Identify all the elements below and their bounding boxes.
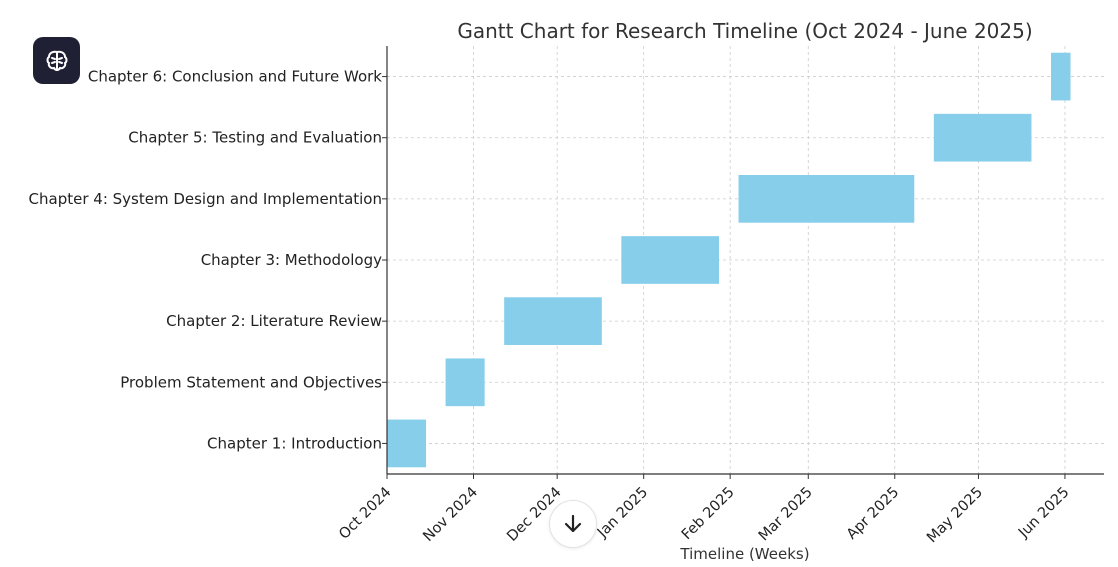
x-tick-label: Apr 2025 bbox=[844, 484, 902, 542]
y-tick-label: Problem Statement and Objectives bbox=[120, 373, 382, 391]
gantt-bar bbox=[387, 419, 427, 468]
y-tick-label: Chapter 4: System Design and Implementat… bbox=[29, 190, 382, 208]
brain-icon[interactable] bbox=[33, 37, 80, 84]
x-tick-label: Oct 2024 bbox=[336, 484, 394, 542]
x-axis-label: Timeline (Weeks) bbox=[679, 545, 809, 563]
y-tick-label: Chapter 6: Conclusion and Future Work bbox=[88, 68, 382, 86]
x-tick-label: Jun 2025 bbox=[1015, 484, 1072, 541]
x-tick-label: Mar 2025 bbox=[756, 484, 816, 544]
x-tick-label: Jan 2025 bbox=[594, 484, 651, 541]
scroll-down-button[interactable] bbox=[549, 500, 597, 548]
grid-layer bbox=[386, 46, 1104, 474]
x-tick-labels: Oct 2024 Nov 2024 Dec 2024 Jan 2025 Feb 2025… bbox=[336, 484, 1072, 546]
gantt-bar bbox=[1050, 52, 1071, 101]
gantt-bar bbox=[738, 175, 915, 223]
gantt-bar bbox=[933, 113, 1032, 162]
gantt-bar bbox=[445, 358, 485, 407]
y-tick-label: Chapter 1: Introduction bbox=[207, 434, 382, 452]
x-tick-label: Feb 2025 bbox=[679, 484, 738, 543]
gantt-bar bbox=[621, 236, 719, 284]
y-tick-labels: Chapter 1: Introduction Problem Statement… bbox=[29, 68, 383, 453]
x-tick-label: May 2025 bbox=[924, 484, 986, 546]
arrow-down-icon bbox=[564, 514, 582, 533]
y-tick-label: Chapter 5: Testing and Evaluation bbox=[128, 129, 382, 147]
bars-layer bbox=[387, 52, 1071, 468]
y-tick-label: Chapter 2: Literature Review bbox=[166, 312, 382, 330]
brain-glyph bbox=[46, 50, 67, 71]
x-tick-label: Nov 2024 bbox=[420, 484, 481, 545]
axes-layer bbox=[382, 46, 1104, 479]
gantt-bar bbox=[504, 297, 602, 345]
chart-title: Gantt Chart for Research Timeline (Oct 2… bbox=[457, 19, 1032, 43]
y-tick-label: Chapter 3: Methodology bbox=[201, 251, 382, 269]
